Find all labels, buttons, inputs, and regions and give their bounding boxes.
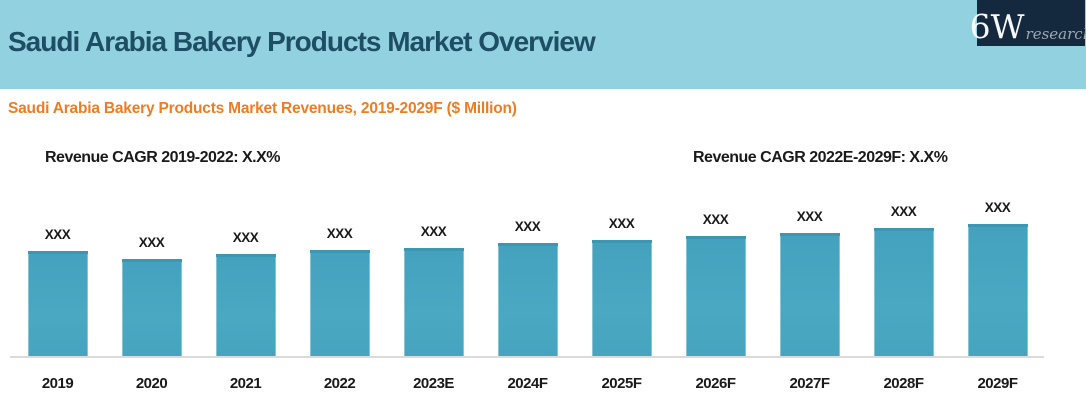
- bar: [27, 251, 88, 356]
- x-tick-label: 2020: [135, 375, 168, 392]
- logo-sub-text: research: [1025, 24, 1086, 43]
- bar-value-label: XXX: [702, 212, 729, 227]
- bar-group: XXX 2024F: [484, 190, 572, 405]
- logo-main-text: 6W: [969, 6, 1025, 46]
- bar: [403, 248, 464, 356]
- bar-group: XXX 2022: [296, 190, 384, 405]
- x-tick-label: 2019: [41, 375, 74, 392]
- bar-group: XXX 2019: [14, 190, 102, 405]
- x-tick-label: 2028F: [883, 375, 924, 392]
- bar-group: XXX 2026F: [672, 190, 760, 405]
- page-title: Saudi Arabia Bakery Products Market Over…: [8, 26, 596, 57]
- bar-group: XXX 2029F: [954, 190, 1042, 405]
- bar: [309, 250, 370, 356]
- bar-group: XXX 2021: [202, 190, 290, 405]
- x-tick-label: 2026F: [695, 375, 736, 392]
- x-tick-label: 2024F: [507, 375, 548, 392]
- bar: [591, 240, 652, 356]
- bar-value-label: XXX: [608, 216, 635, 231]
- x-tick-label: 2027F: [789, 375, 830, 392]
- chart-title: Saudi Arabia Bakery Products Market Reve…: [8, 100, 517, 117]
- x-tick-label: 2023E: [413, 375, 454, 392]
- bar-value-label: XXX: [44, 227, 71, 242]
- bar-group: XXX 2020: [108, 190, 196, 405]
- bar-group: XXX 2023E: [390, 190, 478, 405]
- x-axis-line: [10, 356, 1044, 358]
- bar: [215, 254, 276, 356]
- bar-value-label: XXX: [984, 200, 1011, 215]
- bar: [967, 224, 1028, 356]
- cagr-label-left: Revenue CAGR 2019-2022: X.X%: [45, 149, 281, 166]
- x-tick-label: 2022: [323, 375, 356, 392]
- x-tick-label: 2025F: [601, 375, 642, 392]
- bar-group: XXX 2027F: [766, 190, 854, 405]
- bar-group: XXX 2028F: [860, 190, 948, 405]
- x-tick-label: 2021: [229, 375, 262, 392]
- bar: [497, 243, 558, 356]
- bar-value-label: XXX: [138, 235, 165, 250]
- bar: [779, 233, 840, 356]
- bar: [873, 228, 934, 356]
- bar: [121, 259, 182, 356]
- header-band: Saudi Arabia Bakery Products Market Over…: [0, 0, 1086, 89]
- cagr-label-right: Revenue CAGR 2022E-2029F: X.X%: [693, 149, 948, 166]
- bar-value-label: XXX: [420, 224, 447, 239]
- bar-group: XXX 2025F: [578, 190, 666, 405]
- bar-value-label: XXX: [890, 204, 917, 219]
- bar-value-label: XXX: [796, 209, 823, 224]
- bar-value-label: XXX: [326, 226, 353, 241]
- bar-chart: XXX 2019 XXX 2020 XXX 2021 XXX 2022 XXX 2023E XXX 2…: [0, 190, 1086, 405]
- 6w-research-logo: 6W research: [970, 0, 1086, 46]
- x-tick-label: 2029F: [977, 375, 1018, 392]
- bar: [685, 236, 746, 356]
- bar-value-label: XXX: [232, 230, 259, 245]
- bar-value-label: XXX: [514, 219, 541, 234]
